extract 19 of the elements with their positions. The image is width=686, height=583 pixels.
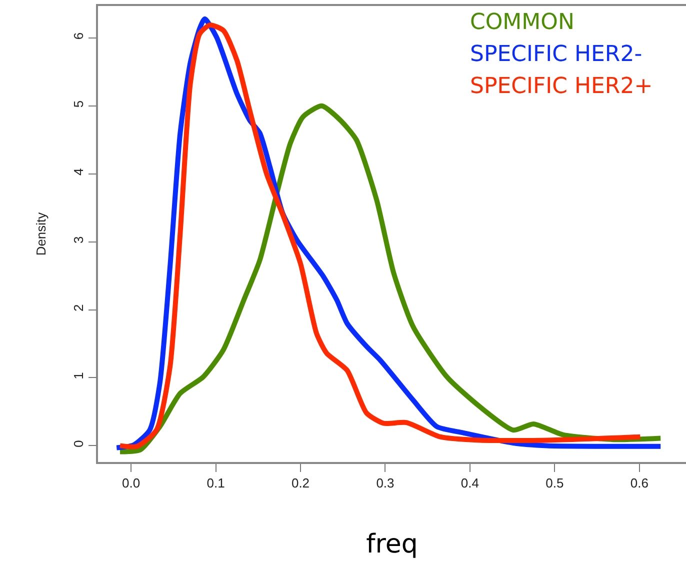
x-tick-label: 0.4 <box>460 475 479 490</box>
x-tick-label: 0.3 <box>376 475 394 490</box>
y-tick-label: 3 <box>71 236 86 244</box>
y-axis-title: Density <box>34 212 48 256</box>
y-tick-label: 5 <box>71 100 86 108</box>
text: COMMON <box>470 10 574 35</box>
x-tick-label: 0.1 <box>206 475 225 490</box>
y-tick-label: 4 <box>71 168 86 176</box>
text: SPECIFIC HER2+ <box>470 74 653 99</box>
text: SPECIFIC HER2- <box>470 42 642 67</box>
x-tick-label: 0.5 <box>546 475 564 490</box>
y-tick-label: 2 <box>71 304 86 312</box>
x-tick-label: 0.6 <box>630 475 648 490</box>
x-axis-title: freq <box>366 530 418 560</box>
y-tick-label: 1 <box>71 372 86 380</box>
y-tick-label: 0 <box>71 440 86 448</box>
y-tick-label: 6 <box>71 32 86 40</box>
x-tick-label: 0.2 <box>291 475 310 490</box>
x-tick-label: 0.0 <box>122 475 140 490</box>
